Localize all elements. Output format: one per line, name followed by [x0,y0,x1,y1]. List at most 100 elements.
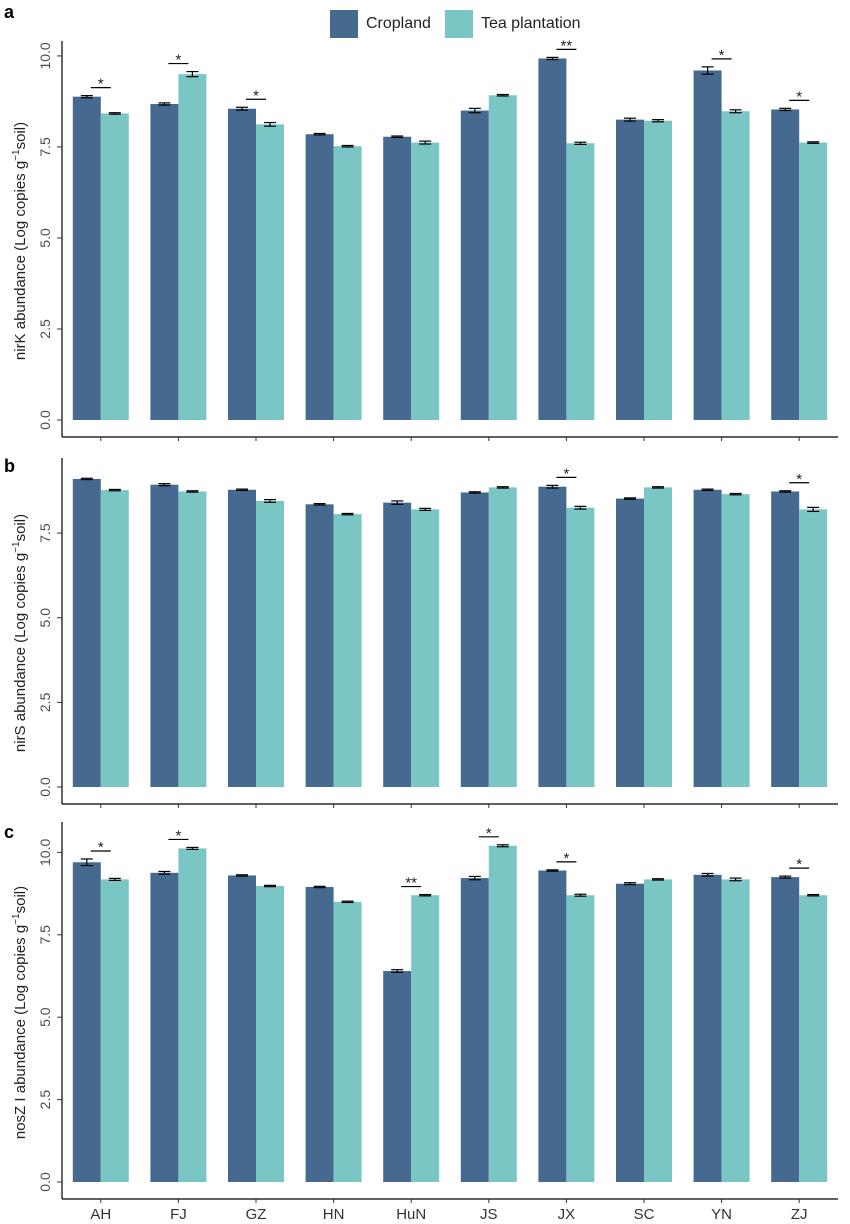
panel-b-bar-zj-tea [799,509,828,787]
legend: Cropland Tea plantation [330,10,595,38]
panel-c-ylabel: nosZ I abundance (Log copies g−1soil) [11,886,29,1139]
panel-c-ytick-label: 7.5 [37,925,53,945]
panel-b-bar-ah-cropland [72,478,101,787]
xtick-label-js: JS [480,1206,498,1223]
panel-b-bar-zj-cropland [771,491,800,787]
panel-b-bar-js-cropland [460,492,489,787]
panel-label-c: c [4,822,15,842]
panel-a-sig-mark-zj: * [796,88,802,105]
panel-a-bar-gz-cropland [228,108,256,420]
panel-b-bar-hn-cropland [305,504,334,787]
panel-a-ytick-label: 5.0 [37,228,53,248]
panel-a-bar-hun-tea [411,142,440,420]
panel-b-ytick-label: 5.0 [37,608,53,628]
panel-b-bar-jx-tea [566,507,595,787]
panel-a-bar-js-tea [488,95,517,420]
panel-a-sig-mark-jx: ** [561,37,573,54]
panel-a-bar-jx-cropland [538,58,567,420]
panel-c-sig-mark-ah: * [98,839,104,856]
xtick-label-hun: HuN [396,1206,426,1223]
panel-a-bar-yn-tea [721,111,750,420]
panel-b-bar-sc-cropland [616,498,644,787]
panel-c-bar-hun-cropland [383,971,412,1182]
panel-a-sig-mark-gz: * [253,87,259,104]
panel-a-ytick-label: 10.0 [37,42,53,69]
panel-b-bar-yn-cropland [693,489,722,787]
panel-b-sig-mark-zj: * [796,471,802,488]
panel-c-bar-hun-tea [411,895,440,1182]
panel-c-bar-js-tea [488,845,517,1182]
legend-swatch-tea-plantation [444,10,473,38]
panel-a-bar-zj-tea [799,142,828,420]
legend-label-cropland: Cropland [366,15,431,32]
panel-c-bar-fj-cropland [150,872,179,1182]
xtick-label-yn: YN [711,1206,732,1223]
panel-b-bar-jx-cropland [538,486,567,787]
panel-c-bar-gz-tea [256,885,284,1182]
panel-b-ytick-label: 7.5 [37,523,53,543]
panel-c-bar-js-cropland [460,878,489,1182]
panel-c-bar-sc-cropland [616,883,644,1182]
panel-a-bar-sc-tea [644,120,672,421]
panel-c-sig-mark-js: * [486,825,492,842]
panel-a-bar-ah-cropland [72,96,101,420]
panel-c-bar-hn-tea [333,901,362,1182]
panel-b-ylabel: nirS abundance (Log copies g−1soil) [11,514,29,752]
panel-b-ylabel-sup: −1 [11,541,22,553]
xtick-label-hn: HN [323,1206,345,1223]
panel-c-ylabel-tail: soil) [12,886,29,914]
panel-a-bar-fj-tea [178,74,207,420]
panel-c-bar-ah-tea [100,879,129,1182]
panel-a-bar-hun-cropland [383,136,412,421]
xtick-label-zj: ZJ [791,1206,808,1223]
panel-label-a: a [4,2,15,22]
panel-a-bar-ah-tea [100,113,129,421]
panel-c-bar-hn-cropland [305,886,334,1182]
legend-label-tea-plantation: Tea plantation [480,15,581,32]
xtick-label-jx: JX [558,1206,576,1223]
panel-c-ytick-label: 10.0 [37,839,53,866]
panel-b-ylabel-main: nirS abundance (Log copies g [12,553,29,752]
panel-a-bar-sc-cropland [616,119,644,420]
panel-a-sig-mark-ah: * [98,76,104,93]
panel-c-sig-mark-hun: ** [405,875,417,892]
panel-label-b: b [4,456,15,476]
legend-item-cropland: Cropland [330,10,431,38]
panel-b-bar-gz-tea [256,500,284,787]
panel-c-bar-yn-cropland [693,874,722,1182]
panel-a-ylabel-main: nirK abundance (Log copies g [12,161,29,360]
panel-b-ytick-label: 2.5 [37,692,53,712]
panel-b-bar-js-tea [488,487,517,787]
panel-c-ylabel-sup: −1 [11,913,22,925]
legend-item-tea-plantation: Tea plantation [444,10,581,38]
panel-c-bar-ah-cropland [72,862,101,1182]
panel-a-ylabel-sup: −1 [11,149,22,161]
panel-b-ytick-label: 0.0 [37,777,53,797]
panel-a-bar-fj-cropland [150,103,179,420]
legend-swatch-cropland [330,10,358,38]
panel-c-bar-zj-cropland [771,877,800,1182]
panel-c-bar-fj-tea [178,848,207,1182]
panel-c-bar-jx-tea [566,895,595,1182]
panel-b-bar-hun-cropland [383,502,412,787]
panel-a-ytick-label: 0.0 [37,410,53,430]
xtick-label-fj: FJ [170,1206,187,1223]
panel-c-bar-yn-tea [721,879,750,1182]
xtick-label-sc: SC [634,1206,655,1223]
panel-c-ylabel-main: nosZ I abundance (Log copies g [12,925,29,1139]
panel-a-ytick-label: 7.5 [37,137,53,157]
panel-a-bar-js-cropland [460,110,489,420]
panel-c-sig-mark-fj: * [175,827,181,844]
panel-b-bar-hun-tea [411,509,440,787]
panel-b-bar-sc-tea [644,487,672,787]
panel-c-bar-gz-cropland [228,875,256,1182]
panel-c-ytick-label: 0.0 [37,1172,53,1192]
panel-a-sig-mark-fj: * [175,52,181,69]
panel-a-bar-zj-cropland [771,109,800,421]
panel-a-bar-hn-cropland [305,134,334,420]
panel-a-ylabel: nirK abundance (Log copies g−1soil) [11,122,29,360]
panel-a-bar-jx-tea [566,143,595,420]
panel-b-bar-fj-cropland [150,484,179,787]
panel-b-sig-mark-jx: * [563,465,569,482]
